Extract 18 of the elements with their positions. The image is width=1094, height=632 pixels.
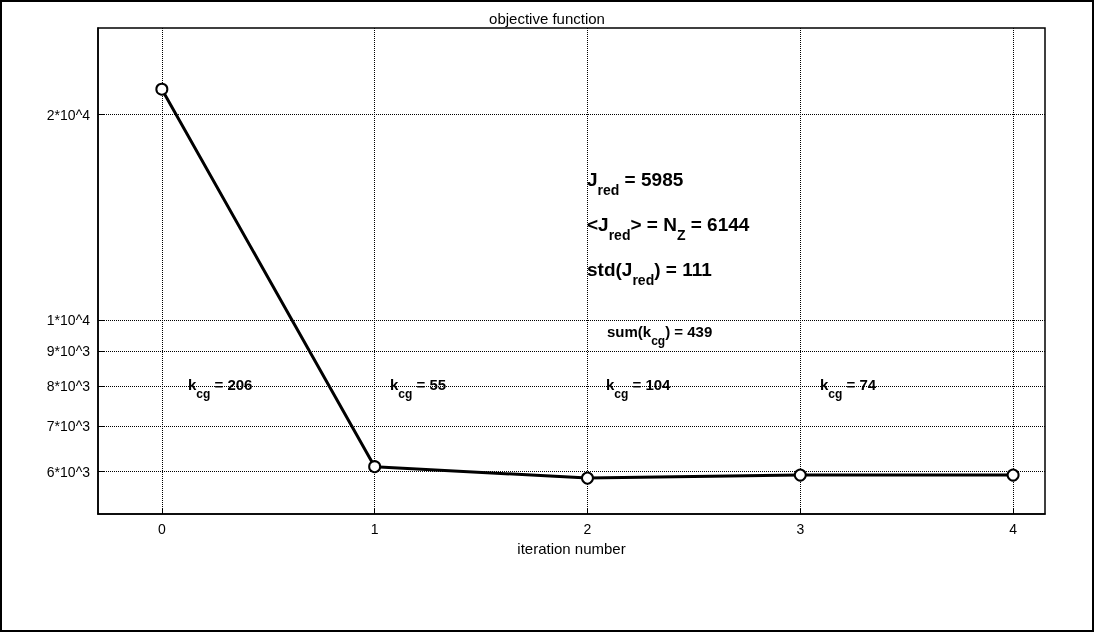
x-axis-title: iteration number (517, 539, 626, 557)
x-tick-label: 4 (1009, 521, 1018, 537)
y-tick-label: 1*10^4 (46, 312, 91, 329)
y-tick-label: 2*10^4 (46, 106, 91, 123)
y-tick-label: 8*10^3 (46, 378, 91, 395)
x-tick-label: 2 (583, 521, 592, 537)
point (793, 468, 807, 482)
point (1006, 468, 1020, 482)
x-tick-label: 0 (157, 521, 166, 537)
x-tick-label: 3 (796, 521, 805, 537)
chart-title: objective function (489, 10, 605, 27)
y-tick-label: 7*10^3 (46, 417, 91, 434)
point (155, 82, 169, 96)
y-tick-label: 9*10^3 (46, 343, 91, 360)
point (368, 460, 382, 474)
point (580, 471, 594, 485)
x-tick-label: 1 (370, 521, 379, 537)
y-tick-label: 6*10^3 (46, 463, 91, 480)
